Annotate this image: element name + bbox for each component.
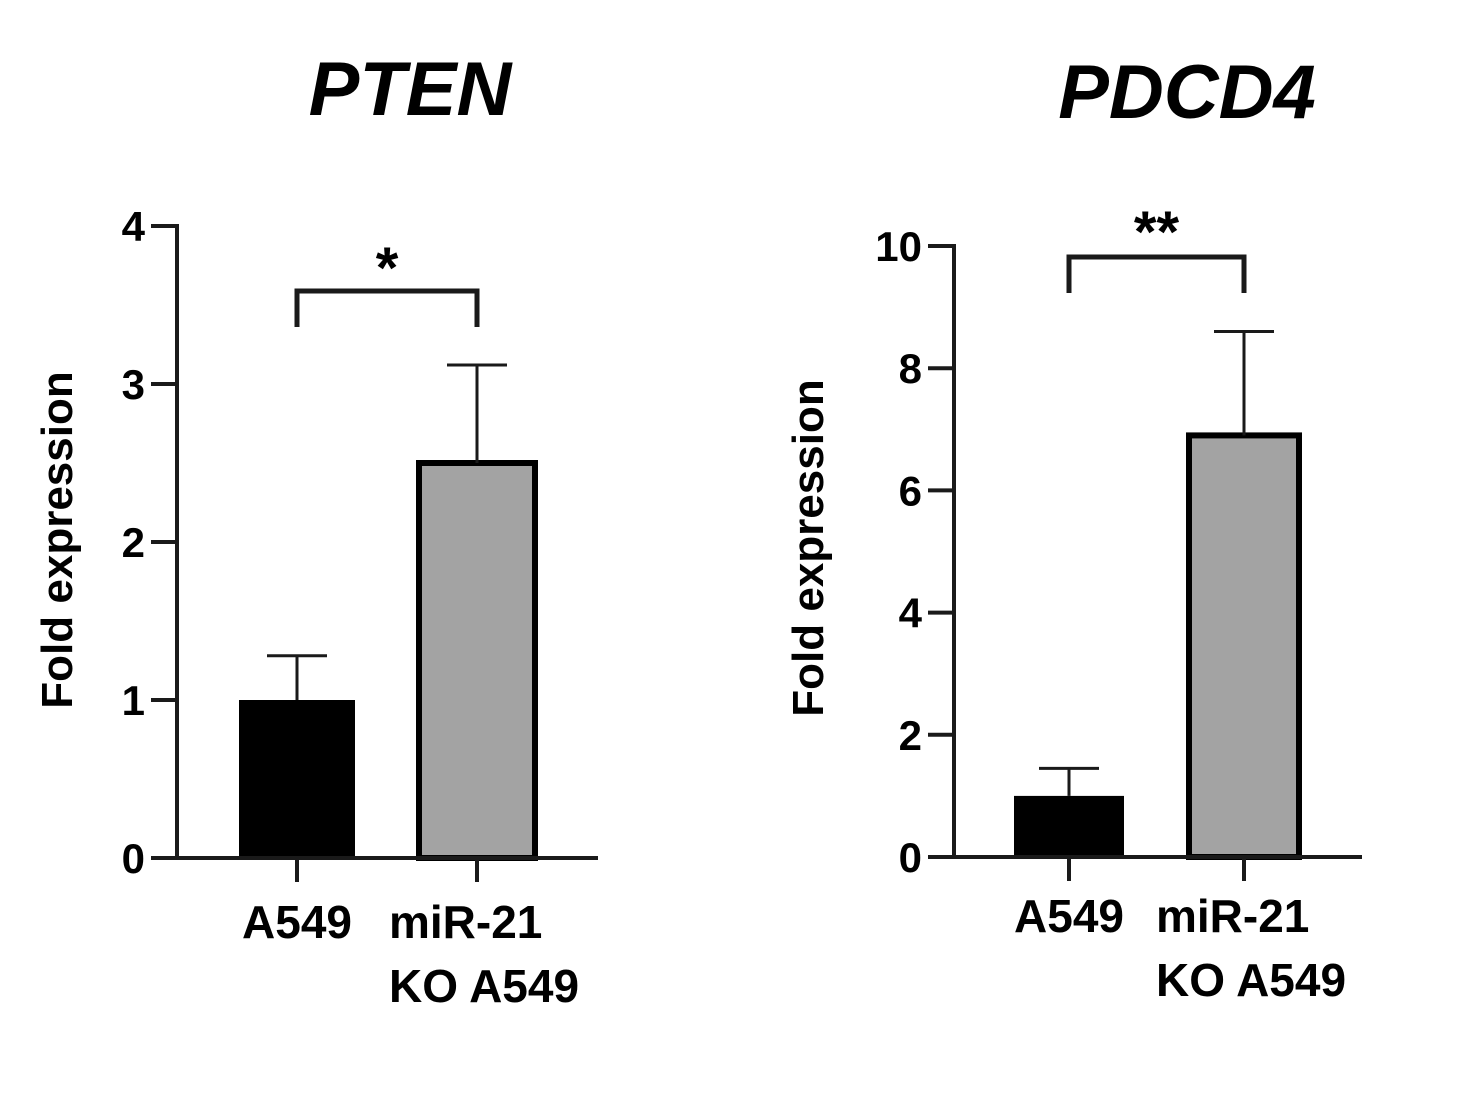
- y-tick-label: 4: [899, 590, 923, 637]
- chart-pten: PTEN Fold expression 0 1 2 3 4 A549 miR-21 KO A54…: [33, 47, 598, 1012]
- x-tick-label: A549: [242, 896, 352, 948]
- y-tick-label: 2: [122, 519, 145, 566]
- y-tick-label: 10: [875, 223, 922, 270]
- chart-title: PDCD4: [1058, 50, 1316, 135]
- significance-label: *: [376, 236, 399, 301]
- bar-mir21-ko-a549: [416, 460, 538, 861]
- y-tick-label: 8: [899, 345, 922, 392]
- x-tick-label: miR-21: [1156, 890, 1309, 942]
- y-tick-label: 0: [122, 835, 145, 882]
- bar-mir21-ko-a549: [1186, 432, 1302, 860]
- y-tick-label: 3: [122, 361, 145, 408]
- y-tick-label: 6: [899, 467, 922, 514]
- bar-a549: [1014, 795, 1124, 857]
- y-tick-label: 4: [122, 203, 146, 250]
- y-tick-label: 1: [122, 677, 145, 724]
- y-tick-label: 0: [899, 834, 922, 881]
- significance-bracket: [1066, 254, 1247, 293]
- x-tick-label: KO A549: [389, 960, 579, 1012]
- bar-a549: [239, 700, 355, 858]
- x-tick-label: A549: [1014, 890, 1124, 942]
- x-tick-label: KO A549: [1156, 954, 1346, 1006]
- chart-title: PTEN: [309, 47, 514, 132]
- significance-bracket: [294, 288, 480, 327]
- y-axis-label: Fold expression: [33, 371, 82, 708]
- y-axis-label: Fold expression: [784, 379, 833, 716]
- chart-pdcd4: PDCD4 Fold expression 0 2 4 6 8 10 A549 miR-21 KO …: [784, 50, 1362, 1006]
- y-tick-label: 2: [899, 712, 922, 759]
- significance-label: **: [1134, 200, 1180, 265]
- x-tick-label: miR-21: [389, 896, 542, 948]
